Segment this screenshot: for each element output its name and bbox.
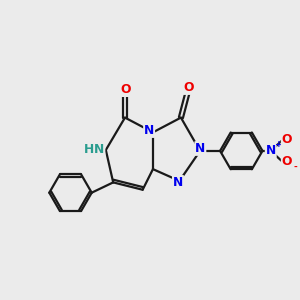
Text: N: N <box>144 124 154 137</box>
Text: O: O <box>282 155 292 168</box>
Text: H: H <box>84 142 94 156</box>
Text: N: N <box>195 142 206 155</box>
Text: N: N <box>173 176 183 189</box>
Text: O: O <box>183 81 194 94</box>
Text: N: N <box>94 142 104 156</box>
Text: +: + <box>275 140 283 149</box>
Text: -: - <box>293 163 297 172</box>
Text: N: N <box>266 144 276 158</box>
Text: O: O <box>282 134 292 146</box>
Text: O: O <box>120 83 130 96</box>
